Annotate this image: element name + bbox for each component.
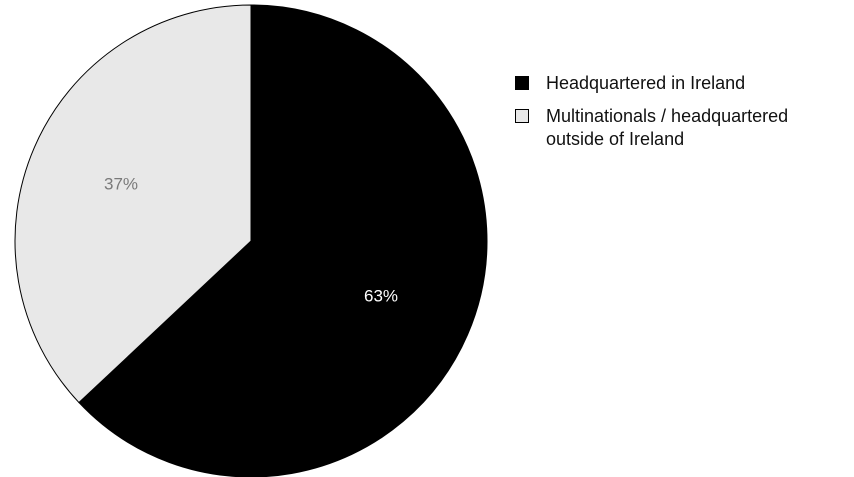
legend-swatch-headquartered-in-ireland — [515, 76, 529, 90]
pie-slice-label-multinationals: 37% — [104, 174, 138, 193]
legend-label-multinationals: Multinationals / headquartered outside o… — [546, 105, 846, 151]
legend-item-multinationals: Multinationals / headquartered outside o… — [515, 105, 850, 151]
legend-item-headquartered-in-ireland: Headquartered in Ireland — [515, 72, 850, 95]
pie-slices — [15, 5, 487, 477]
pie-slice-label-headquartered-in-ireland: 63% — [364, 287, 398, 306]
legend-swatch-multinationals — [515, 109, 529, 123]
legend: Headquartered in Ireland Multinationals … — [515, 72, 850, 161]
legend-label-headquartered-in-ireland: Headquartered in Ireland — [546, 72, 846, 95]
